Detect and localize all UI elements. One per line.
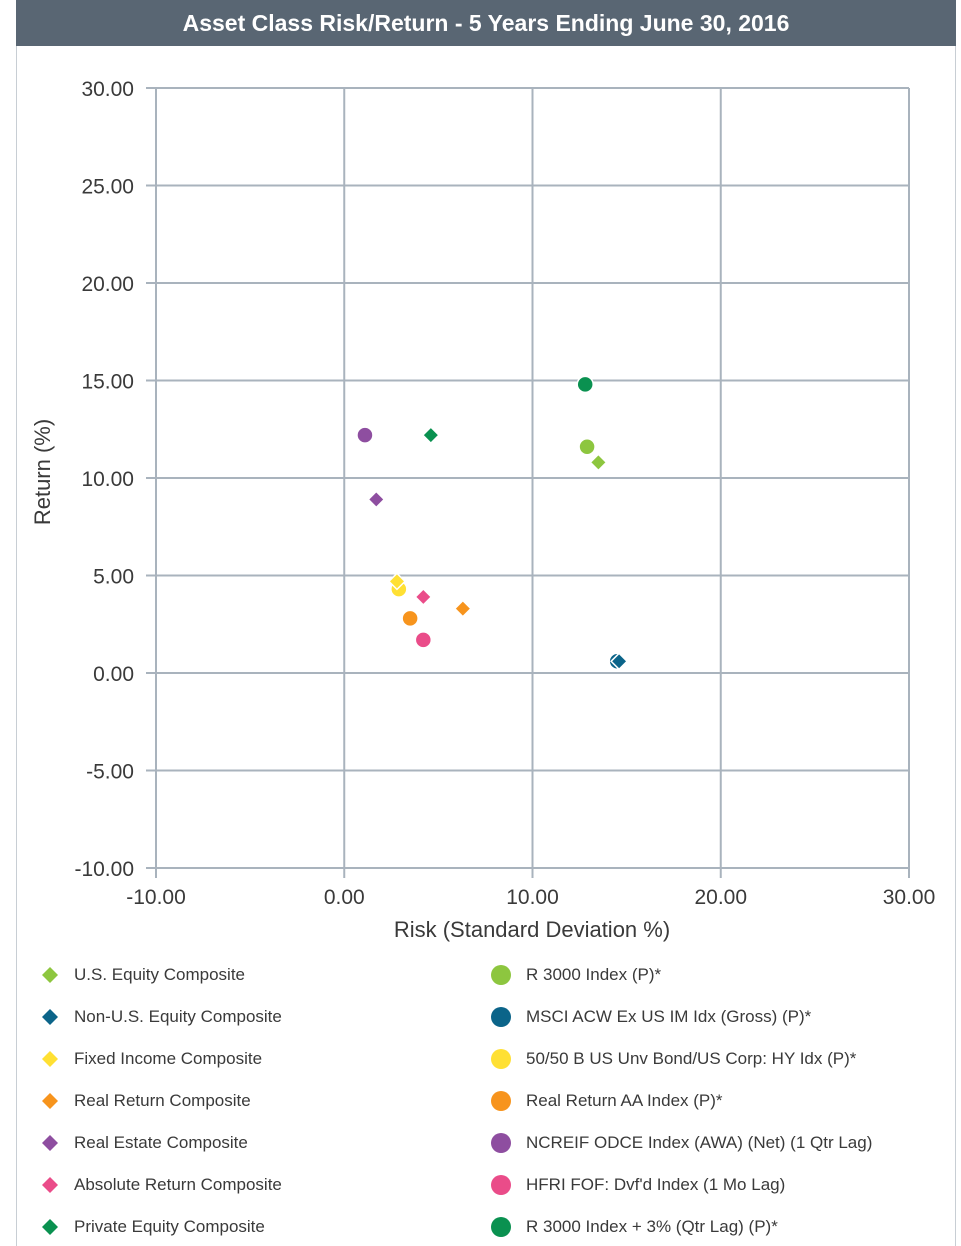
legend-item: U.S. Equity Composite [38,961,245,989]
legend-label: Real Return Composite [74,1091,251,1110]
diamond-marker-icon [42,967,58,983]
legend-label: NCREIF ODCE Index (AWA) (Net) (1 Qtr Lag… [526,1133,873,1152]
y-tick-label: 0.00 [93,663,134,686]
legend-label: Private Equity Composite [74,1217,265,1236]
data-point-circle [578,438,596,456]
y-tick-label: 20.00 [81,273,134,296]
y-tick-label: -5.00 [86,761,134,784]
legend-label: R 3000 Index + 3% (Qtr Lag) (P)* [526,1217,778,1236]
legend-item: Absolute Return Composite [38,1171,282,1199]
scatter-plot: 30.00 25.00 20.00 15.00 10.00 5.00 0.00 -5.00 -1… [30,78,935,942]
y-axis-ticks: 30.00 25.00 20.00 15.00 10.00 5.00 0.00 -5.00 -1… [74,78,134,881]
y-tick-label: -10.00 [74,858,134,881]
circle-marker-icon [491,1007,511,1027]
diamond-marker-icon [42,1009,58,1025]
diamond-marker-icon [42,1051,58,1067]
legend-label: U.S. Equity Composite [74,965,246,984]
legend-item: Private Equity Composite [38,1213,265,1241]
x-tick-label: 0.00 [324,886,365,909]
circle-marker-icon [491,1049,511,1069]
chart-title: Asset Class Risk/Return - 5 Years Ending… [16,0,956,46]
diamond-marker-icon [42,1135,58,1151]
x-axis-label: Risk (Standard Deviation %) [394,917,670,942]
legend-label: R 3000 Index (P)* [526,965,662,984]
data-point-diamond [414,587,433,607]
x-tick-label: 20.00 [694,886,747,909]
diamond-marker-icon [42,1219,58,1235]
circle-marker-icon [491,1133,511,1153]
legend-item: Fixed Income Composite [38,1045,262,1073]
legend-item: R 3000 Index + 3% (Qtr Lag) (P)* [488,1213,778,1241]
y-tick-label: 25.00 [81,176,134,199]
legend-label: Real Estate Composite [74,1133,248,1152]
legend-label: HFRI FOF: Dvf'd Index (1 Mo Lag) [526,1175,786,1194]
circle-marker-icon [491,1091,511,1111]
legend-item: MSCI ACW Ex US IM Idx (Gross) (P)* [488,1003,811,1031]
y-axis-label: Return (%) [30,419,55,525]
data-point-diamond [421,426,440,445]
legend: U.S. Equity Composite Non-U.S. Equity Com… [0,955,961,1245]
diamond-marker-icon [42,1177,58,1193]
data-point-diamond [453,599,472,618]
legend-label: 50/50 B US Unv Bond/US Corp: HY Idx (P)* [526,1049,857,1068]
data-point-diamond [367,490,386,509]
legend-item: R 3000 Index (P)* [488,961,661,989]
y-tick-label: 5.00 [93,566,134,589]
circle-marker-icon [491,1217,511,1237]
chart-frame [16,0,956,1246]
legend-item: 50/50 B US Unv Bond/US Corp: HY Idx (P)* [488,1045,856,1073]
x-axis-ticks: -10.00 0.00 10.00 20.00 30.00 [126,886,935,909]
data-point-circle [401,609,419,628]
legend-item: NCREIF ODCE Index (AWA) (Net) (1 Qtr Lag… [488,1129,872,1157]
legend-label: Absolute Return Composite [74,1175,282,1194]
legend-item: Real Return AA Index (P)* [488,1087,723,1115]
y-tick-label: 10.00 [81,468,134,491]
legend-item: HFRI FOF: Dvf'd Index (1 Mo Lag) [488,1171,785,1199]
x-tick-label: 30.00 [883,886,936,909]
data-point-diamond [387,572,407,591]
legend-item: Real Return Composite [38,1087,251,1115]
legend-label: Non-U.S. Equity Composite [74,1007,282,1026]
legend-item: Real Estate Composite [38,1129,248,1157]
legend-label: Real Return AA Index (P)* [526,1091,723,1110]
data-points [356,375,629,671]
x-tick-label: 10.00 [506,886,559,909]
data-point-circle [414,631,433,649]
grid-lines [146,87,910,878]
x-tick-label: -10.00 [126,886,186,909]
y-tick-label: 15.00 [81,371,134,394]
circle-marker-icon [491,965,511,985]
y-tick-label: 30.00 [81,78,134,101]
legend-item: Non-U.S. Equity Composite [38,1003,282,1031]
data-point-circle [576,375,594,394]
circle-marker-icon [491,1175,511,1195]
data-point-diamond [610,652,629,671]
legend-label: MSCI ACW Ex US IM Idx (Gross) (P)* [526,1007,812,1026]
legend-label: Fixed Income Composite [74,1049,263,1068]
data-point-circle [356,426,374,444]
diamond-marker-icon [42,1093,58,1109]
data-point-diamond [589,453,608,472]
